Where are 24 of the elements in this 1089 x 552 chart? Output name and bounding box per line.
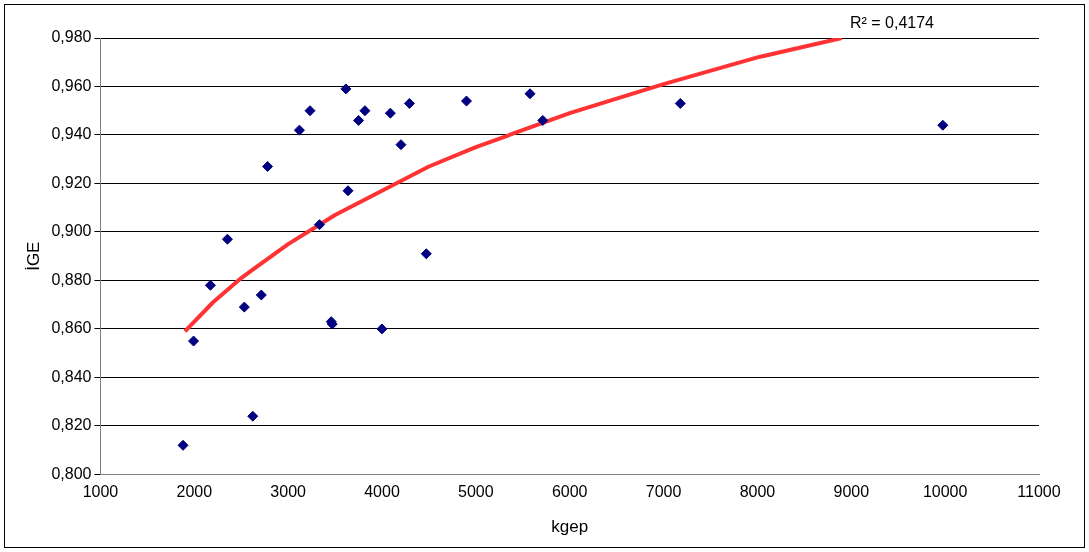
y-tick-label: 0,900 (51, 222, 92, 240)
x-tick-label: 2000 (176, 483, 213, 501)
x-tick-label: 6000 (551, 483, 588, 501)
y-tick-label: 0,880 (51, 270, 92, 288)
y-tick-label: 0,820 (51, 416, 92, 434)
x-axis-title: kgep (551, 517, 589, 537)
x-tick-label: 4000 (364, 483, 400, 501)
x-tick-label: 5000 (458, 483, 494, 501)
y-tick-label: 0,940 (51, 125, 92, 143)
x-tick-label: 8000 (739, 483, 776, 501)
y-tick-label: 0,800 (51, 464, 92, 482)
x-tick-label: 11000 (1017, 483, 1061, 501)
x-tick-label: 7000 (645, 483, 682, 501)
y-axis-title: İGE (23, 241, 43, 271)
y-tick-label: 0,980 (51, 28, 92, 46)
x-tick-label: 10000 (922, 483, 968, 501)
x-tick-label: 1000 (82, 483, 119, 501)
y-tick-label: 0,840 (51, 367, 92, 385)
y-tick-label: 0,920 (51, 173, 92, 191)
x-tick-label: 9000 (833, 483, 870, 501)
y-tick-label: 0,960 (51, 76, 92, 94)
x-tick-label: 3000 (270, 483, 307, 501)
text: R² = 0,4174 (849, 14, 935, 32)
y-tick-label: 0,860 (51, 319, 92, 337)
